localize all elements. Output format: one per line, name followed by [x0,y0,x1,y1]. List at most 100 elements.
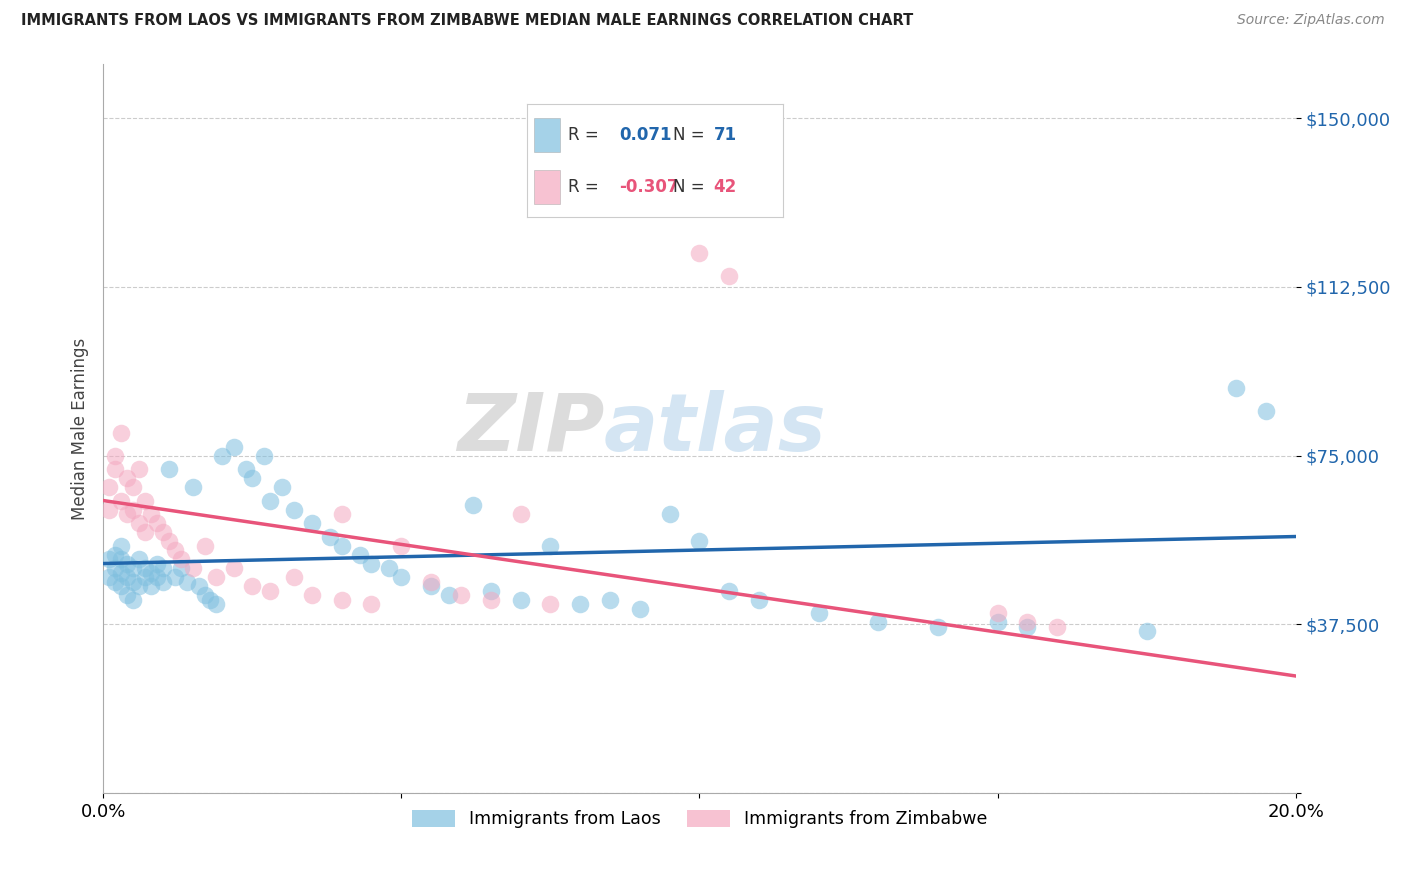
Point [146,557,169,571]
Point [927,619,949,633]
Point [420,574,443,589]
Point [1017,619,1039,633]
Point [115,570,138,584]
Point [157,534,180,549]
Point [115,471,138,485]
Point [688,534,710,549]
Point [139,579,162,593]
Point [98,502,121,516]
Point [134,524,156,539]
Point [200,592,222,607]
Point [301,516,323,530]
Point [349,548,371,562]
Point [538,539,561,553]
Point [134,561,156,575]
Point [128,552,150,566]
Point [157,462,180,476]
Point [509,507,531,521]
Point [146,570,169,584]
Text: Source: ZipAtlas.com: Source: ZipAtlas.com [1237,13,1385,28]
Point [104,548,127,562]
Point [104,462,127,476]
Point [193,588,215,602]
Point [330,592,353,607]
Point [259,493,281,508]
Point [163,543,186,558]
Point [628,601,651,615]
Point [868,615,890,629]
Point [224,440,246,454]
Point [181,480,204,494]
Point [110,493,132,508]
Point [360,597,382,611]
Point [538,597,561,611]
Point [128,516,150,530]
Point [569,597,592,611]
Point [122,561,145,575]
Point [658,507,681,521]
Point [1136,624,1159,638]
Point [98,570,121,584]
Point [205,597,228,611]
Point [122,592,145,607]
Point [146,516,169,530]
Point [181,561,204,575]
Point [122,502,145,516]
Point [301,588,323,602]
Point [378,561,401,575]
Text: ZIP: ZIP [457,390,605,467]
Point [152,524,174,539]
Point [240,471,263,485]
Point [283,570,305,584]
Point [360,557,382,571]
Point [987,615,1010,629]
Point [205,570,228,584]
Point [139,507,162,521]
Point [389,539,412,553]
Point [110,579,132,593]
Point [748,592,770,607]
Point [134,493,156,508]
Point [104,574,127,589]
Point [134,570,156,584]
Point [104,561,127,575]
Point [104,449,127,463]
Point [235,462,257,476]
Point [110,566,132,580]
Point [115,507,138,521]
Point [271,480,294,494]
Point [163,570,186,584]
Point [1254,403,1277,417]
Legend: Immigrants from Laos, Immigrants from Zimbabwe: Immigrants from Laos, Immigrants from Zi… [405,803,994,835]
Point [176,574,198,589]
Point [193,539,215,553]
Point [479,592,502,607]
Point [110,539,132,553]
Point [1046,619,1069,633]
Point [389,570,412,584]
Point [122,574,145,589]
Point [240,579,263,593]
Point [283,502,305,516]
Y-axis label: Median Male Earnings: Median Male Earnings [72,337,89,520]
Point [122,480,145,494]
Point [718,268,741,283]
Point [718,583,741,598]
Point [211,449,233,463]
Point [110,552,132,566]
Point [509,592,531,607]
Point [450,588,472,602]
Point [98,552,121,566]
Point [807,606,830,620]
Point [187,579,209,593]
Point [461,498,484,512]
Point [599,592,621,607]
Point [479,583,502,598]
Point [152,574,174,589]
Point [128,579,150,593]
Point [330,507,353,521]
Point [437,588,460,602]
Point [987,606,1010,620]
Point [169,552,191,566]
Point [98,480,121,494]
